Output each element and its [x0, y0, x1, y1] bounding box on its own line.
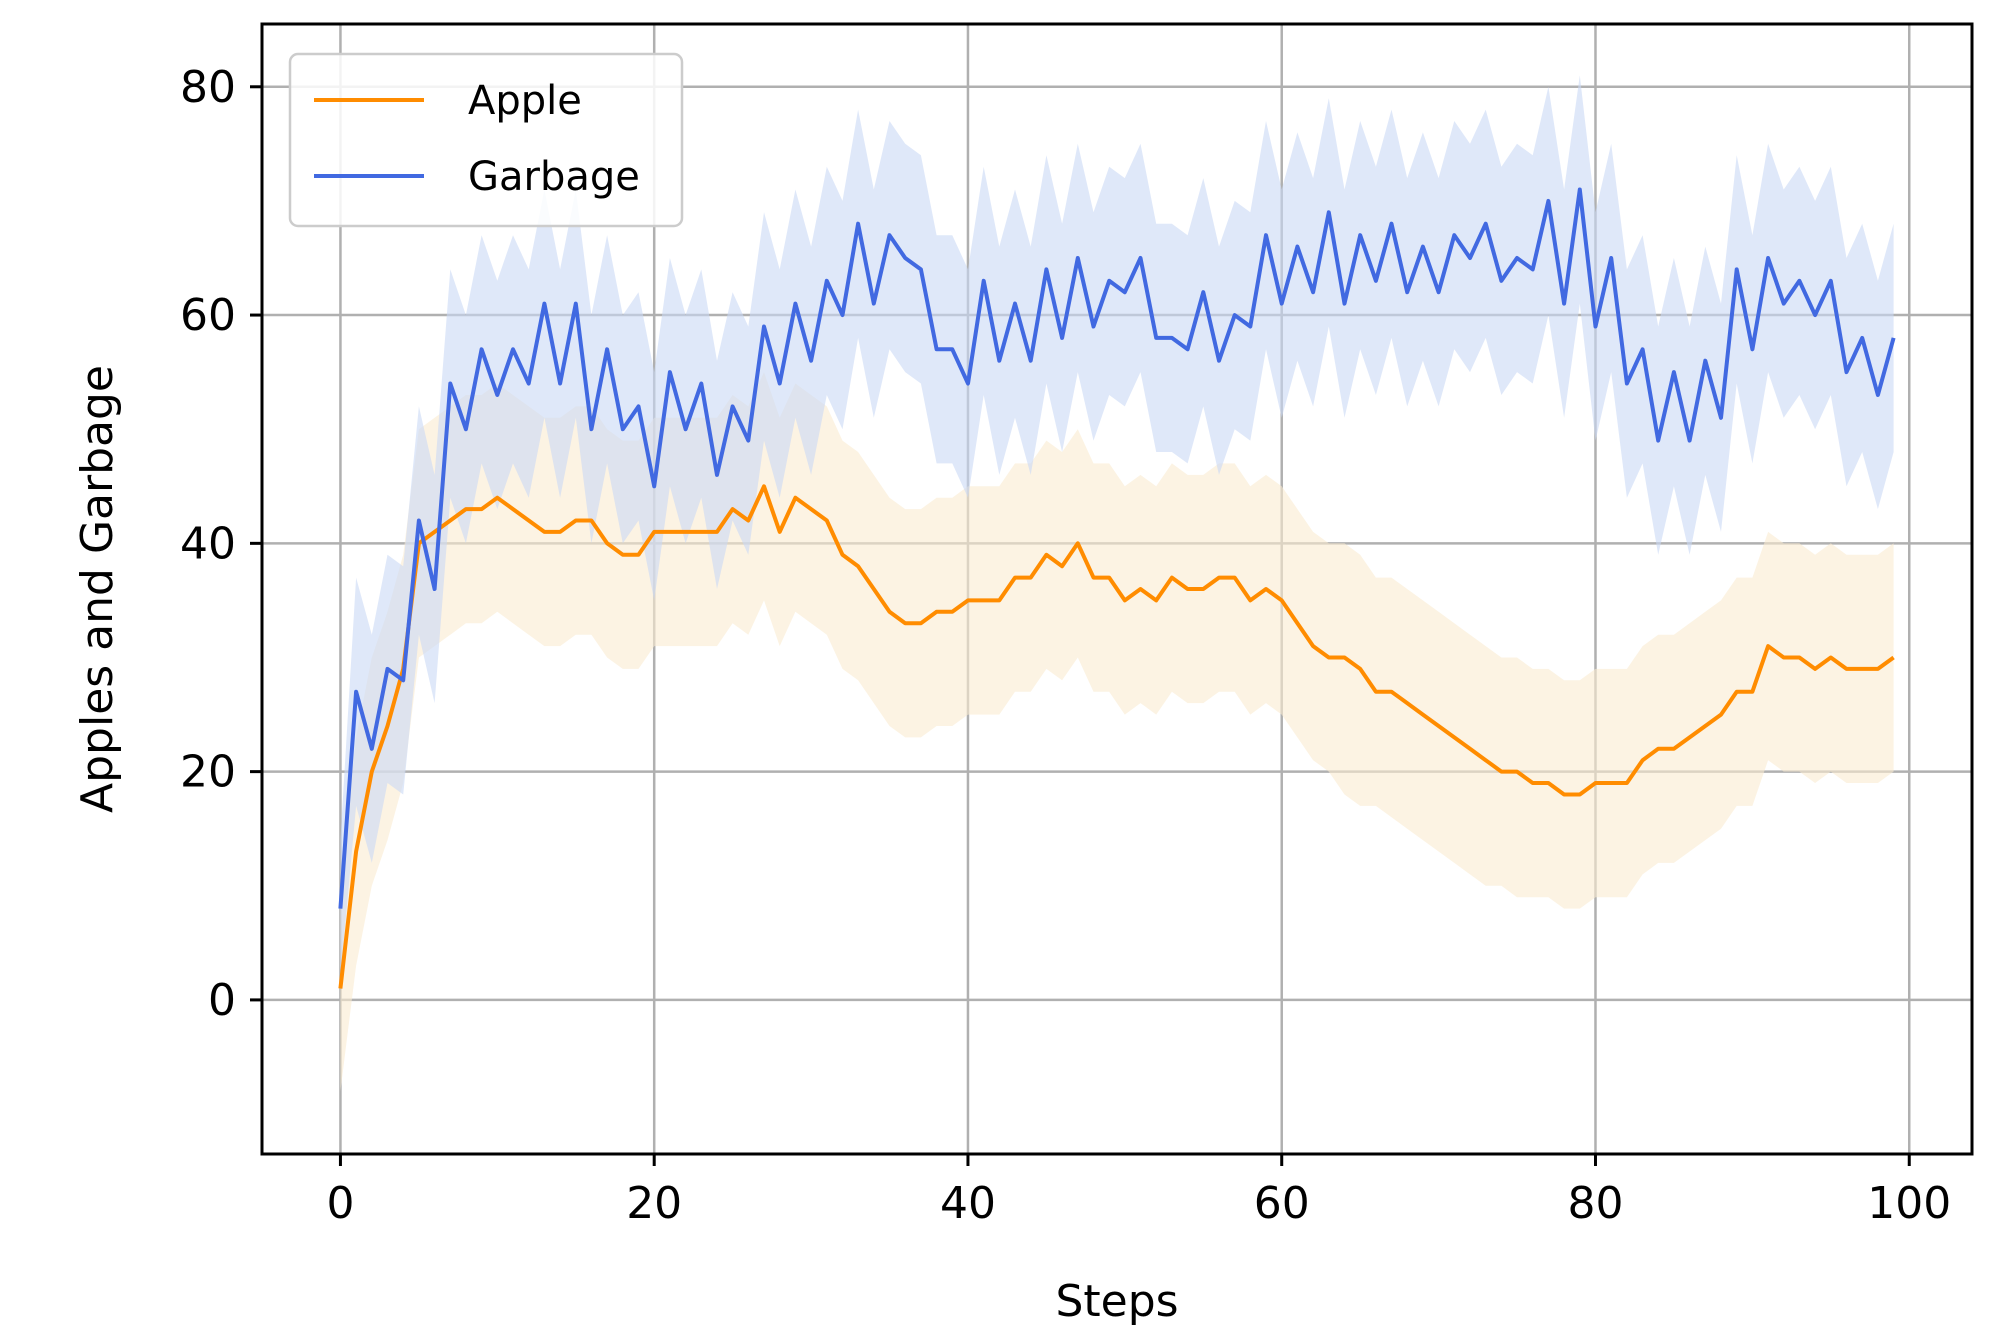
x-tick-label: 60 [1254, 1178, 1310, 1229]
confidence-bands [340, 75, 1894, 1092]
legend-label-garbage: Garbage [468, 154, 640, 200]
x-tick-label: 40 [940, 1178, 996, 1229]
x-axis-label: Steps [1055, 1276, 1178, 1327]
garbage-confidence-band [340, 75, 1894, 978]
plot-frame [260, 22, 1974, 1156]
legend-label-apple: Apple [468, 78, 582, 124]
y-axis-ticks: 0 20 40 60 80 [180, 62, 262, 1026]
series-lines [338, 187, 1896, 989]
x-tick-label: 0 [326, 1178, 354, 1229]
x-tick-label: 80 [1567, 1178, 1623, 1229]
legend: Apple Garbage [288, 52, 684, 228]
x-axis-ticks: 0 20 40 60 80 100 [326, 1154, 1951, 1229]
y-tick-label: 20 [180, 747, 236, 798]
y-tick-label: 80 [180, 62, 236, 113]
x-tick-label: 20 [626, 1178, 682, 1229]
y-tick-label: 60 [180, 290, 236, 341]
y-axis-label: Apples and Garbage [72, 365, 123, 813]
apple-series-line [338, 484, 1895, 989]
x-tick-label: 100 [1867, 1178, 1951, 1229]
apple-confidence-band [340, 372, 1894, 1092]
legend-box [288, 52, 684, 228]
garbage-series-line [338, 187, 1896, 909]
y-tick-label: 0 [208, 975, 236, 1026]
y-tick-label: 40 [180, 518, 236, 569]
